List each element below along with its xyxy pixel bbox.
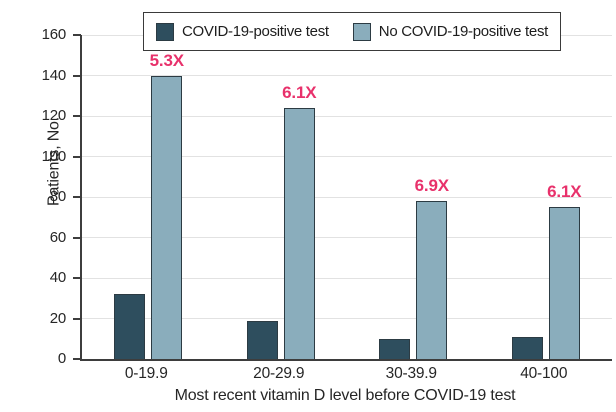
bar-positive-30-39.9 [379,338,411,359]
y-axis-tick [73,155,81,158]
y-axis-tick [73,34,81,36]
y-tick-label: 120 [41,107,67,124]
y-axis-tick [73,196,81,198]
bar-negative-20-29.9 [283,107,315,359]
x-tick-label: 0-19.9 [124,365,168,382]
plot-area: 5.3X 6.1X 6.9X 6.1X [73,34,612,361]
ratio-annotation: 6.9X [414,176,449,196]
ratio-annotation: 6.1X [547,182,582,202]
gridline [82,156,612,157]
bar-positive-0-19.9 [114,294,146,359]
x-tick-label: 30-39.9 [385,365,437,382]
ratio-annotation: 5.3X [149,50,184,70]
legend-item: No COVID-19-positive test [352,22,549,41]
bar-negative-40-100 [548,207,580,359]
x-tick-label: 40-100 [520,365,568,382]
x-tick-label: 20-29.9 [253,365,305,382]
gridline [82,318,612,319]
gridline [82,196,612,198]
gridline [82,75,612,76]
y-axis-tick [73,317,81,320]
x-axis-title: Most recent vitamin D level before COVID… [174,387,516,404]
y-tick-label: 60 [49,228,66,246]
y-axis-tick [73,74,81,77]
bar-positive-40-100 [511,336,543,359]
y-tick-label: 0 [57,350,66,367]
y-tick-label: 80 [49,188,66,205]
legend-label: No COVID-19-positive test [378,23,549,40]
legend-item: COVID-19-positive test [156,22,329,41]
gridline [82,277,612,279]
y-axis-tick [73,115,81,117]
legend-swatch-icon [156,22,174,41]
y-tick-label: 20 [49,309,66,327]
y-tick-label: 140 [41,66,67,84]
legend-label: COVID-19-positive test [182,23,329,40]
legend-swatch-icon [352,22,371,41]
ratio-annotation: 6.1X [282,82,317,102]
y-tick-label: 40 [49,269,66,286]
y-tick-label: 160 [41,26,67,43]
y-axis-tick [73,358,81,360]
bar-negative-30-39.9 [416,201,448,359]
y-axis-tick [73,277,81,279]
bar-positive-20-29.9 [246,320,278,359]
gridline [82,115,612,117]
y-axis-tick [73,236,81,239]
gridline [82,237,612,238]
y-tick-label: 100 [41,147,67,165]
legend: COVID-19-positive test No COVID-19-positi… [143,12,562,51]
bar-negative-0-19.9 [151,75,183,359]
